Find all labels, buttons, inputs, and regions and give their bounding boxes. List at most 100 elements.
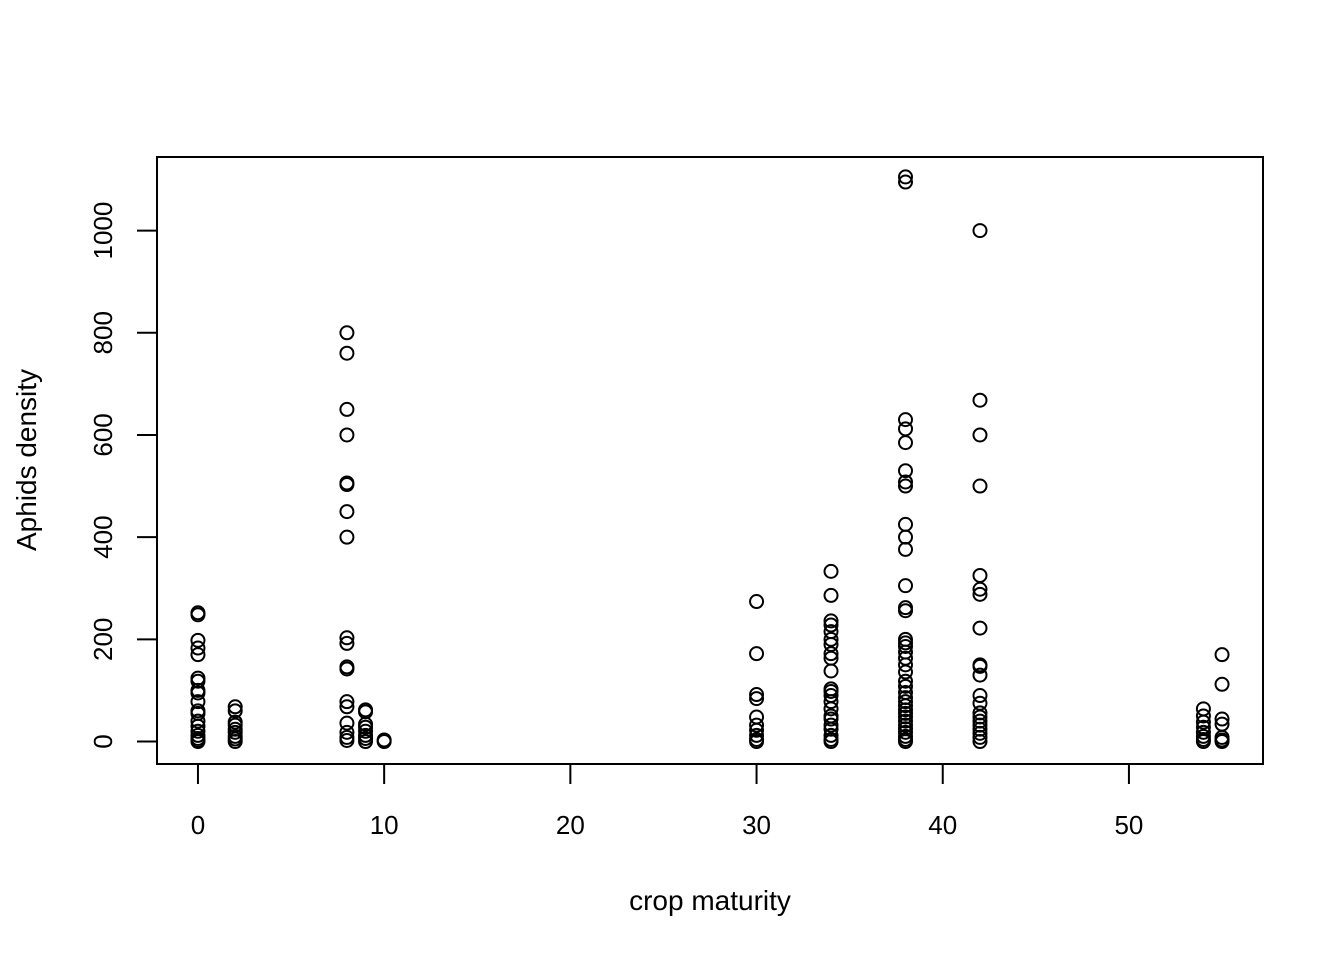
- data-point: [972, 620, 988, 636]
- data-point: [749, 717, 765, 733]
- data-point: [898, 578, 914, 594]
- data-point: [749, 646, 765, 662]
- data-point: [227, 703, 243, 719]
- data-point: [972, 567, 988, 583]
- data-point: [339, 477, 355, 493]
- data-point: [227, 734, 243, 750]
- data-point: [1214, 647, 1230, 663]
- data-point: [823, 613, 839, 629]
- data-point: [972, 586, 988, 602]
- data-point: [190, 670, 206, 686]
- data-point: [898, 709, 914, 725]
- data-point: [339, 699, 355, 715]
- data-point: [339, 715, 355, 731]
- y-tick-label: 1000: [88, 202, 118, 260]
- x-tick-label: 50: [1114, 810, 1143, 840]
- data-point: [972, 478, 988, 494]
- data-point: [376, 734, 392, 750]
- data-point: [898, 474, 914, 490]
- data-point: [1195, 708, 1211, 724]
- data-point: [190, 694, 206, 710]
- x-tick-label: 0: [191, 810, 205, 840]
- data-point: [339, 427, 355, 443]
- data-point: [339, 401, 355, 417]
- data-point: [972, 427, 988, 443]
- x-axis: 0 10 20 30 40 50: [191, 763, 1143, 840]
- data-point: [823, 727, 839, 743]
- data-point: [749, 722, 765, 738]
- data-point: [190, 607, 206, 623]
- data-point: [898, 541, 914, 557]
- data-point: [898, 678, 914, 694]
- data-point: [823, 711, 839, 727]
- data-point: [898, 600, 914, 616]
- data-point: [898, 412, 914, 428]
- data-point: [190, 734, 206, 750]
- data-point: [227, 699, 243, 715]
- y-tick-label: 600: [88, 413, 118, 456]
- data-point: [898, 638, 914, 654]
- data-point: [339, 732, 355, 748]
- data-point: [1214, 676, 1230, 692]
- plot-frame: [156, 156, 1264, 765]
- data-point: [898, 664, 914, 680]
- data-point: [898, 421, 914, 437]
- data-point: [749, 687, 765, 703]
- data-point: [190, 713, 206, 729]
- data-point: [898, 698, 914, 714]
- data-point: [823, 617, 839, 633]
- data-point: [190, 647, 206, 663]
- data-point: [358, 734, 374, 750]
- data-point: [749, 727, 765, 743]
- y-tick-label: 800: [88, 311, 118, 354]
- data-point: [972, 667, 988, 683]
- data-point: [339, 630, 355, 646]
- data-point: [339, 529, 355, 545]
- data-point: [1195, 714, 1211, 730]
- data-point: [190, 640, 206, 656]
- data-point: [339, 504, 355, 520]
- data-point: [898, 529, 914, 545]
- data-point: [339, 325, 355, 341]
- data-point: [190, 673, 206, 689]
- data-point: [898, 724, 914, 740]
- y-axis-title: Aphids density: [11, 369, 42, 551]
- data-point: [898, 673, 914, 689]
- data-point: [1195, 724, 1211, 740]
- data-point: [339, 661, 355, 677]
- data-point: [358, 723, 374, 739]
- data-point: [898, 435, 914, 451]
- data-point: [898, 516, 914, 532]
- y-tick-label: 400: [88, 515, 118, 558]
- data-point: [972, 688, 988, 704]
- data-point: [190, 632, 206, 648]
- data-point: [823, 563, 839, 579]
- data-point: [227, 724, 243, 740]
- data-point: [1195, 734, 1211, 750]
- data-point: [972, 658, 988, 674]
- data-point: [1214, 734, 1230, 750]
- data-point: [749, 594, 765, 610]
- data-point: [823, 587, 839, 603]
- data-point: [339, 724, 355, 740]
- data-point: [339, 694, 355, 710]
- data-point: [358, 719, 374, 735]
- data-point: [972, 734, 988, 750]
- data-points: [190, 169, 1230, 750]
- data-point: [898, 478, 914, 494]
- data-point: [823, 734, 839, 750]
- data-point: [823, 717, 839, 733]
- data-point: [1214, 711, 1230, 727]
- data-point: [972, 581, 988, 597]
- y-axis: 0 200 400 600 800 1000: [88, 202, 158, 749]
- x-tick-label: 20: [556, 810, 585, 840]
- data-point: [898, 174, 914, 190]
- data-point: [339, 345, 355, 361]
- data-point: [972, 223, 988, 239]
- data-point: [898, 734, 914, 750]
- data-point: [823, 663, 839, 679]
- data-point: [190, 685, 206, 701]
- data-point: [972, 392, 988, 408]
